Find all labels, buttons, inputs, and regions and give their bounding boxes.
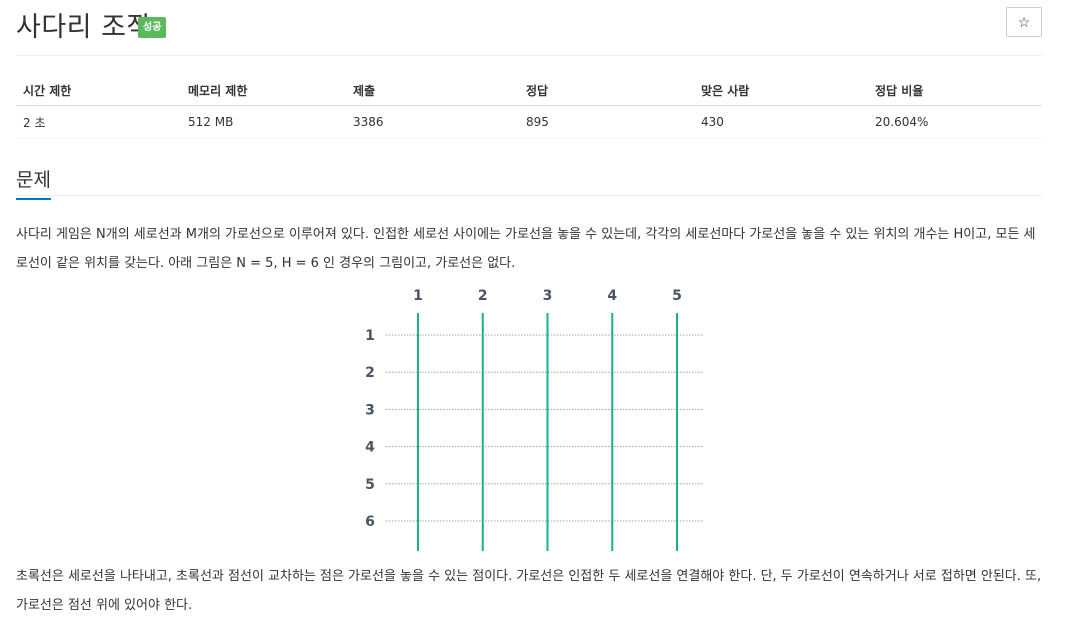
table-cell: 2 초 (16, 105, 181, 139)
table-cell: 430 (694, 105, 868, 139)
status-badge: 성공 (138, 17, 167, 38)
table-cell: 895 (519, 105, 694, 139)
row-label: 5 (365, 477, 375, 493)
column-label: 3 (543, 288, 553, 304)
table-cell: 3386 (346, 105, 519, 139)
column-label: 5 (672, 288, 682, 304)
problem-description: 사다리 게임은 N개의 세로선과 M개의 가로선으로 이루어져 있다. 인접한 … (16, 227, 1036, 271)
row-label: 2 (365, 365, 375, 381)
section-header: 문제 (16, 160, 1042, 200)
table-header: 맞은 사람 (694, 76, 868, 106)
table-header: 정답 (519, 76, 694, 106)
problem-description-continued: 초록선은 세로선을 나타내고, 초록선과 점선이 교차하는 점은 가로선을 놓을… (16, 569, 1042, 613)
problem-info-table: 시간 제한 메모리 제한 제출 정답 맞은 사람 정답 비율 2 초 512 M… (16, 76, 1042, 139)
table-cell: 20.604% (868, 105, 1042, 139)
column-label: 2 (478, 288, 488, 304)
section-title: 문제 (16, 165, 51, 200)
row-label: 1 (365, 328, 375, 344)
column-label: 4 (607, 288, 617, 304)
table-header-row: 시간 제한 메모리 제한 제출 정답 맞은 사람 정답 비율 (16, 76, 1042, 106)
row-label: 4 (365, 440, 375, 456)
row-label: 3 (365, 402, 375, 418)
table-header: 정답 비율 (868, 76, 1042, 106)
row-label: 6 (365, 514, 375, 530)
column-label: 1 (413, 288, 423, 304)
table-header: 메모리 제한 (181, 76, 346, 106)
table-cell: 512 MB (181, 105, 346, 139)
table-header: 제출 (346, 76, 519, 106)
page-title: 사다리 조작 (16, 12, 152, 43)
table-row: 2 초 512 MB 3386 895 430 20.604% (16, 105, 1042, 139)
table-header: 시간 제한 (16, 76, 181, 106)
star-icon[interactable]: ☆ (1006, 7, 1042, 37)
problem-header: 사다리 조작 성공 ☆ (16, 0, 1042, 56)
